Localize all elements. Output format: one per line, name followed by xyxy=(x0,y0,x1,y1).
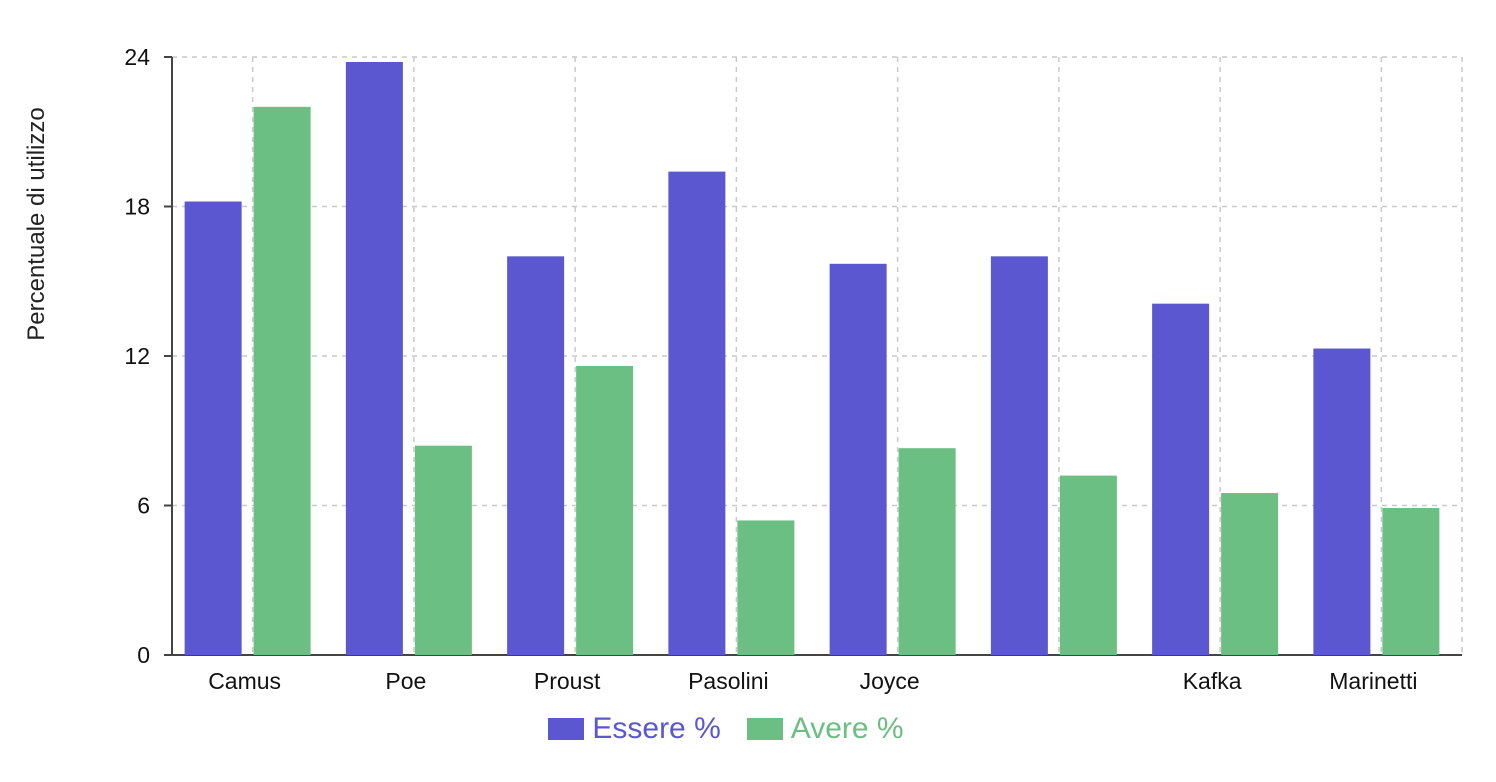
bar-avere xyxy=(737,520,795,655)
bars xyxy=(184,61,1440,656)
x-tick-label: Poe xyxy=(385,668,426,694)
y-tick-label: 6 xyxy=(137,493,150,519)
bar-essere xyxy=(507,256,565,655)
x-tick-label: Pasolini xyxy=(688,668,769,694)
y-axis xyxy=(164,56,173,656)
y-tick-labels: 0 6 12 18 24 xyxy=(124,44,150,668)
legend-item-avere: Avere % xyxy=(746,712,904,746)
x-tick-label: Kafka xyxy=(1183,668,1242,694)
legend: Essere % Avere % xyxy=(0,712,1452,746)
y-tick-label: 0 xyxy=(137,642,150,668)
bar-avere xyxy=(576,365,634,655)
x-tick-label: Joyce xyxy=(860,668,920,694)
bar-avere xyxy=(1382,507,1440,655)
bar-essere xyxy=(668,171,726,655)
legend-swatch-essere xyxy=(548,718,585,740)
legend-swatch-avere xyxy=(746,718,783,740)
bar-essere xyxy=(184,201,242,655)
bar-essere xyxy=(829,263,887,655)
bar-essere xyxy=(1152,303,1210,655)
bar-avere xyxy=(253,106,311,656)
bar-essere xyxy=(1313,348,1371,655)
bar-avere xyxy=(414,445,472,655)
x-tick-label: Camus xyxy=(208,668,281,694)
y-tick-label: 18 xyxy=(124,194,150,220)
bar-essere xyxy=(345,61,403,655)
bar-avere xyxy=(898,448,956,655)
legend-label-avere: Avere % xyxy=(790,712,904,745)
x-tick-label: Marinetti xyxy=(1329,668,1417,694)
legend-item-essere: Essere % xyxy=(548,712,721,746)
bar-essere xyxy=(990,256,1048,655)
legend-label-essere: Essere % xyxy=(592,712,721,745)
y-tick-label: 12 xyxy=(124,343,150,369)
x-tick-label: Proust xyxy=(534,668,601,694)
bar-avere xyxy=(1221,493,1279,655)
bar-avere xyxy=(1059,475,1117,655)
x-tick-labels: Camus Poe Proust Pasolini Joyce Kafka Marinett… xyxy=(208,668,1417,694)
y-tick-label: 24 xyxy=(124,44,150,70)
y-axis-label: Percentuale di utilizzo xyxy=(23,107,50,340)
